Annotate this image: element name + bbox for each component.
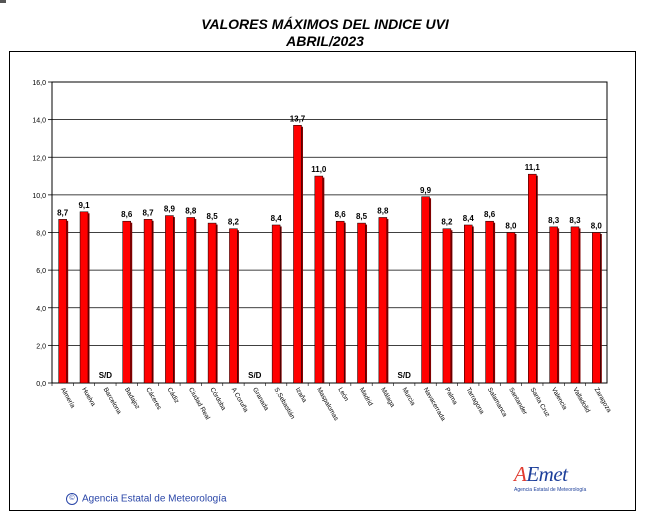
- no-data-label: S/D: [398, 371, 412, 380]
- y-tick-label: 10,0: [32, 193, 46, 200]
- x-tick-label: S.Sebastián: [272, 387, 296, 421]
- bar: [165, 215, 174, 384]
- bar: [293, 125, 302, 384]
- value-label: 11,0: [311, 165, 327, 174]
- x-tick-label: Madrid: [358, 387, 374, 408]
- bar: [314, 175, 324, 384]
- y-tick-label: 2,0: [36, 343, 46, 350]
- chart-frame: [9, 51, 636, 511]
- bar: [335, 220, 345, 384]
- bar: [592, 232, 601, 384]
- value-label: 11,1: [525, 163, 541, 172]
- corner-mark: [0, 0, 6, 3]
- x-tick-label: Santa Cruz: [529, 387, 551, 419]
- bar: [143, 219, 153, 384]
- bar: [229, 228, 238, 384]
- x-tick-label: Murcia: [400, 387, 416, 408]
- value-label: 8,5: [207, 212, 219, 221]
- x-tick-label: Cáceres: [144, 387, 163, 412]
- value-label: 8,5: [356, 212, 368, 221]
- value-label: 8,7: [57, 208, 69, 217]
- bar: [464, 224, 473, 384]
- copyright-icon: ©: [66, 493, 78, 505]
- value-label: 8,4: [463, 214, 475, 223]
- value-label: 8,2: [228, 218, 240, 227]
- bar: [528, 173, 537, 384]
- value-label: 8,0: [591, 222, 603, 231]
- value-label: 8,6: [335, 210, 347, 219]
- value-label: 9,9: [420, 186, 432, 195]
- aemet-tagline: Agencia Estatal de Meteorología: [514, 487, 587, 493]
- bar: [378, 217, 388, 384]
- value-label: 13,7: [290, 114, 306, 123]
- x-tick-label: Maspalomas: [315, 387, 340, 423]
- value-label: 8,8: [185, 206, 197, 215]
- x-tick-label: Barcelona: [102, 387, 123, 416]
- no-data-label: S/D: [248, 371, 262, 380]
- x-tick-label: Santander: [507, 387, 528, 417]
- x-tick-label: Málaga: [379, 387, 396, 409]
- bar: [186, 217, 195, 384]
- y-tick-label: 6,0: [36, 268, 46, 275]
- x-tick-label: Cádiz: [166, 387, 180, 405]
- value-label: 8,9: [164, 205, 176, 214]
- value-label: 8,3: [548, 216, 560, 225]
- value-label: 8,7: [142, 208, 154, 217]
- value-label: 8,6: [484, 210, 496, 219]
- value-label: 9,1: [78, 201, 90, 210]
- x-tick-label: Huelva: [80, 387, 96, 408]
- y-tick-label: 4,0: [36, 306, 46, 313]
- bar: [58, 219, 67, 384]
- value-label: 8,8: [377, 206, 389, 215]
- x-tick-label: Salamanca: [486, 387, 509, 419]
- x-tick-label: Zaragoza: [593, 387, 613, 415]
- value-label: 8,4: [271, 214, 283, 223]
- y-tick-label: 14,0: [32, 118, 46, 125]
- x-tick-label: Valencia: [550, 387, 568, 412]
- x-tick-label: Valladolid: [571, 387, 591, 415]
- y-tick-label: 12,0: [32, 155, 46, 162]
- bar: [570, 226, 580, 384]
- y-tick-label: 16,0: [32, 80, 46, 87]
- y-tick-label: 0,0: [36, 381, 46, 388]
- bar: [79, 211, 89, 384]
- chart-title: VALORES MÁXIMOS DEL INDICE UVI: [201, 16, 449, 32]
- x-tick-label: Granada: [251, 387, 270, 413]
- x-tick-label: Ciudad Real: [187, 387, 211, 422]
- no-data-label: S/D: [99, 371, 113, 380]
- bar: [122, 220, 131, 384]
- bar: [357, 222, 366, 384]
- aemet-wordmark: AEmet: [514, 462, 568, 486]
- value-label: 8,6: [121, 210, 133, 219]
- x-tick-label: Tarragona: [465, 387, 486, 416]
- bar: [207, 222, 217, 384]
- y-tick-label: 8,0: [36, 231, 46, 238]
- x-tick-label: Izaña: [294, 387, 308, 405]
- bar: [506, 232, 516, 384]
- value-label: 8,0: [505, 222, 517, 231]
- x-tick-label: Navacerrada: [422, 387, 447, 423]
- x-tick-label: Palma: [443, 387, 458, 407]
- bar: [549, 226, 558, 384]
- x-tick-label: A Coruña: [230, 387, 250, 414]
- bar: [271, 224, 281, 384]
- bar: [442, 228, 452, 384]
- value-label: 8,3: [569, 216, 581, 225]
- value-label: 8,2: [441, 218, 453, 227]
- x-tick-label: Badajoz: [123, 387, 141, 411]
- bar: [421, 196, 430, 384]
- x-tick-label: Córdoba: [208, 387, 227, 412]
- footer-agency-text: Agencia Estatal de Meteorología: [82, 493, 227, 505]
- chart-subtitle: ABRIL/2023: [286, 33, 364, 49]
- x-tick-label: León: [336, 387, 349, 403]
- aemet-logo: AEmet Agencia Estatal de Meteorología: [514, 463, 594, 501]
- x-tick-label: Almería: [59, 387, 76, 410]
- footer-credit: © Agencia Estatal de Meteorología: [66, 493, 227, 505]
- bar: [485, 220, 494, 384]
